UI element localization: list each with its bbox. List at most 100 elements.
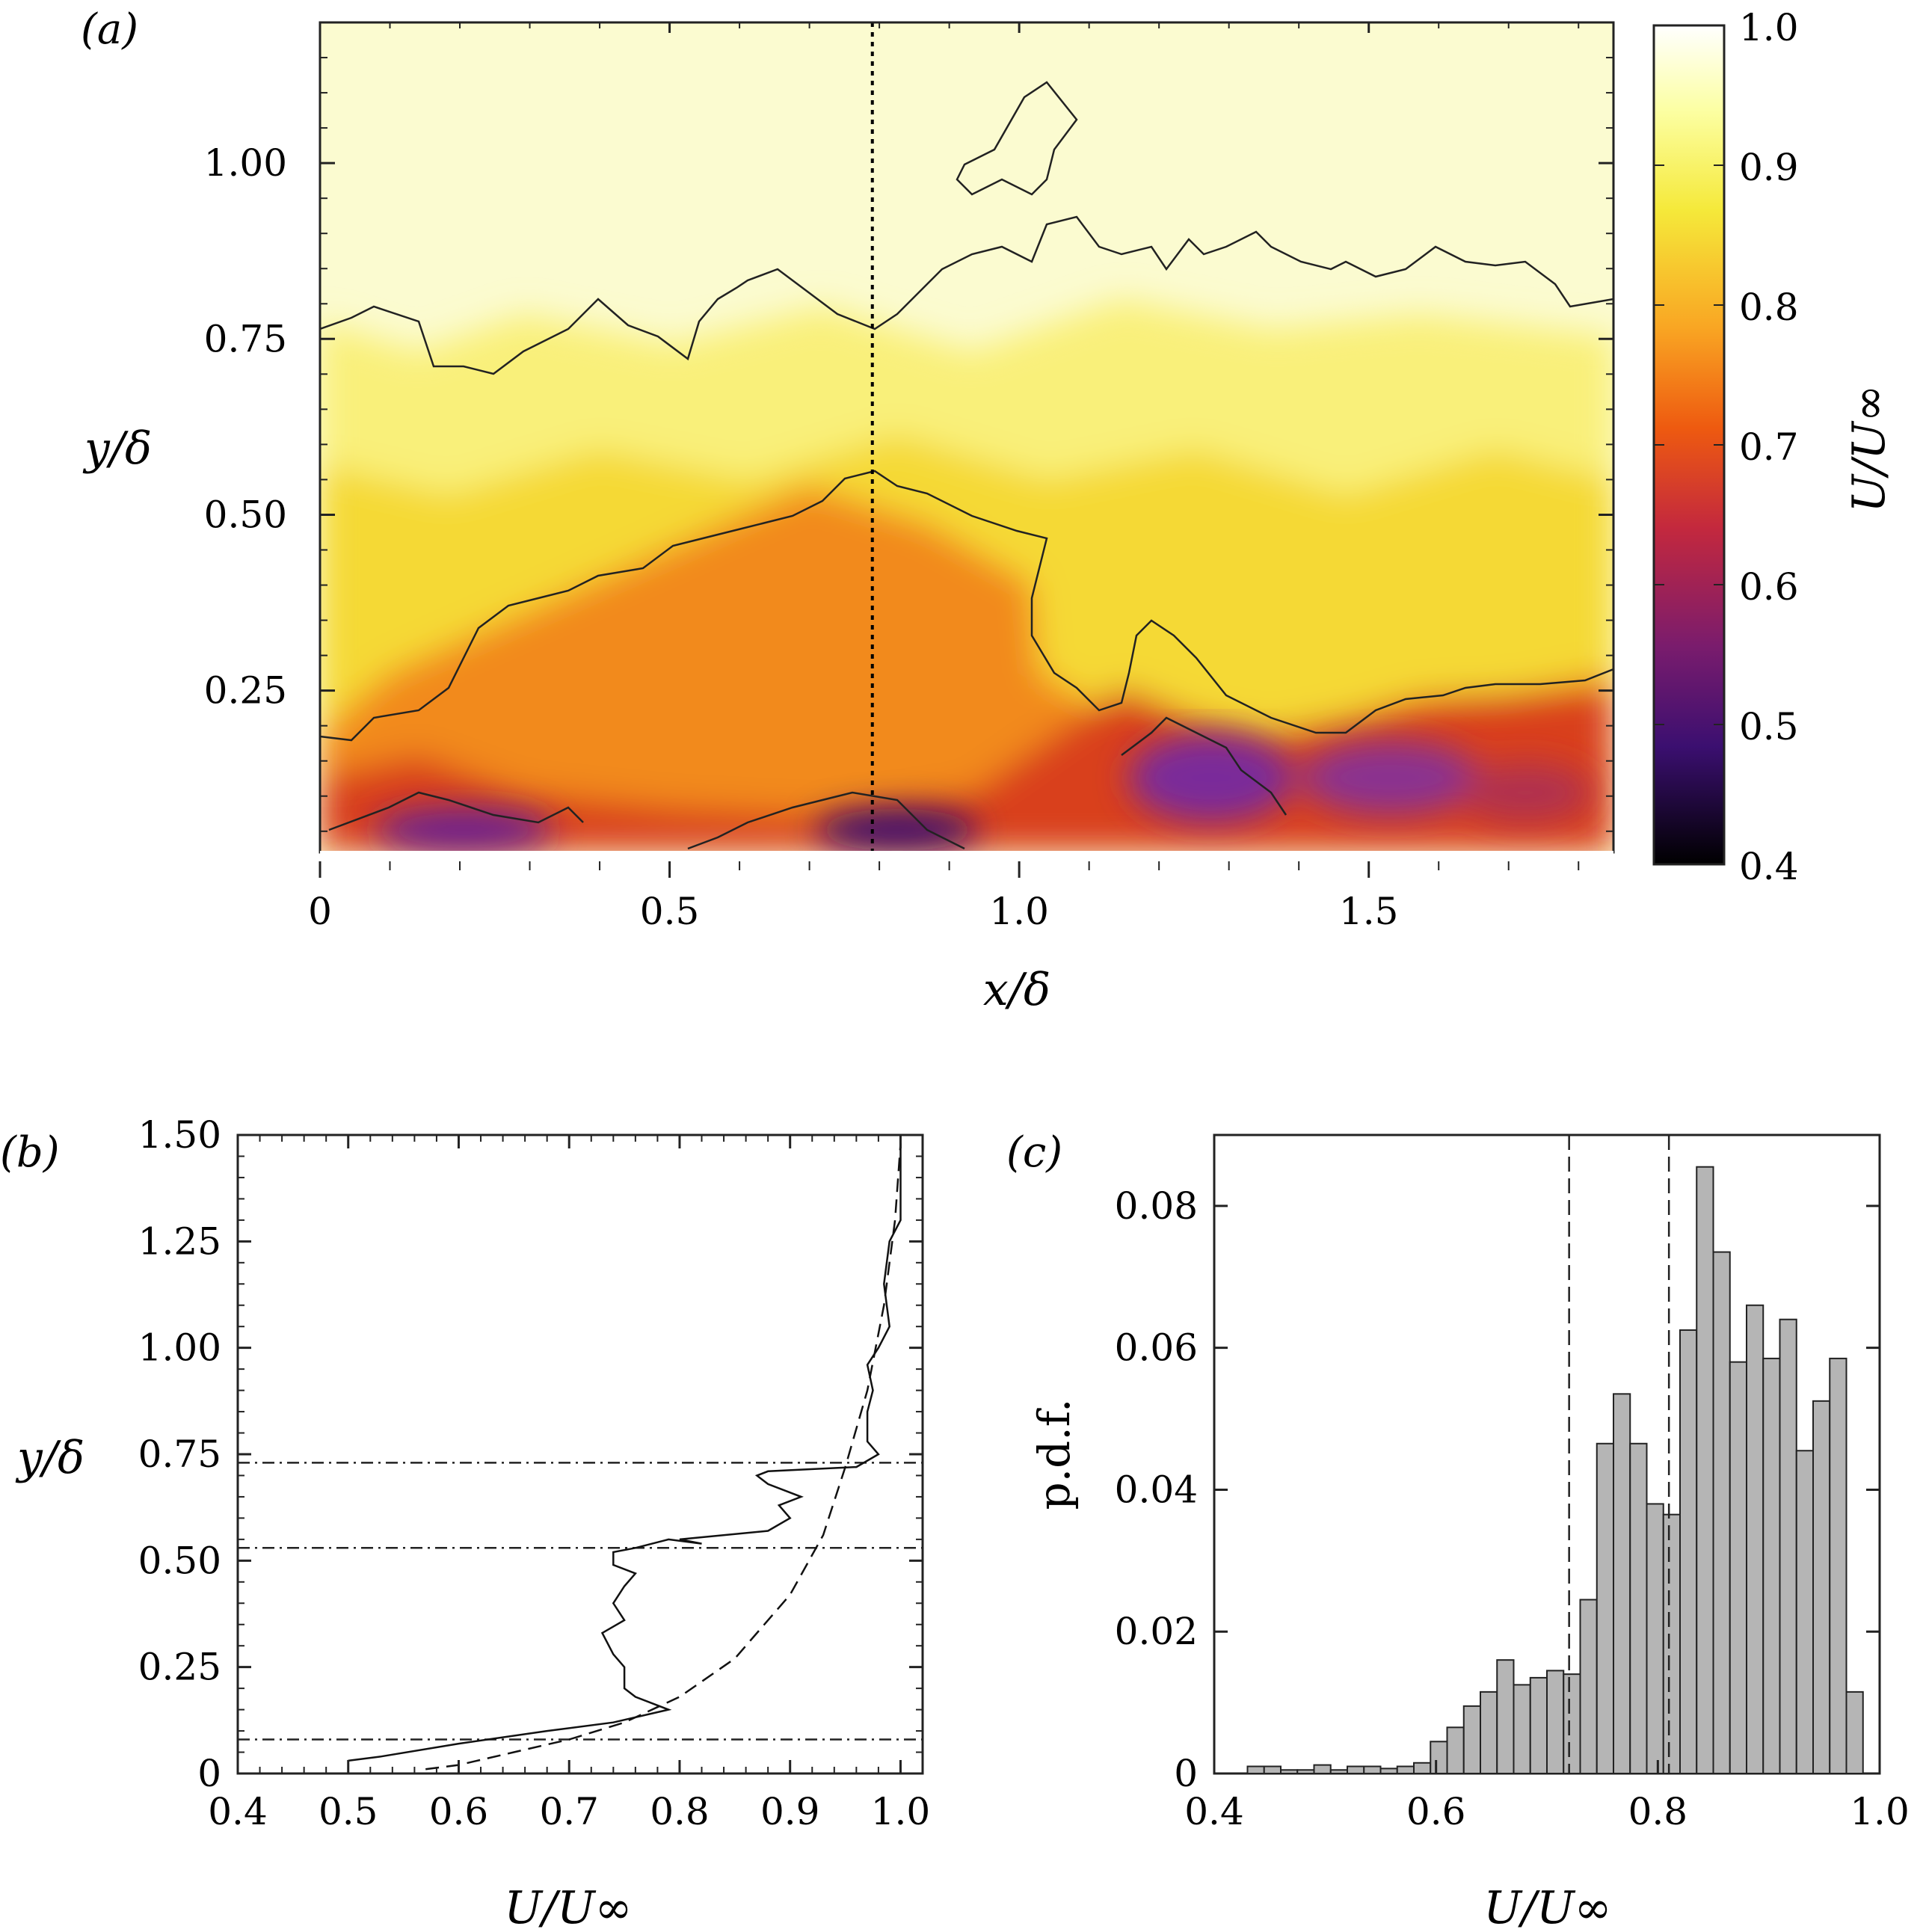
- x-axis-label: U/U∞: [504, 1882, 632, 1932]
- contour-line: [320, 215, 1613, 375]
- panel-c-label: (c): [1006, 1128, 1062, 1177]
- x-tick-label: 1.0: [989, 890, 1049, 933]
- histogram-bar: [1812, 1400, 1831, 1775]
- colorbar-tick-label: 0.9: [1739, 146, 1799, 189]
- y-tick-label: 0: [1174, 1752, 1198, 1795]
- histogram-bar: [1280, 1769, 1299, 1775]
- panel-a-ticks: 0 0.5 1.0 1.5 0.25 0.50 0.75 1.00: [204, 22, 1613, 933]
- panel-c-ticks: 0.4 0.6 0.8 1.0 0 0.02 0.04 0.06 0.08: [1115, 1184, 1910, 1833]
- y-axis-label: y/δ: [82, 422, 152, 475]
- y-tick-label: 0.50: [204, 493, 287, 536]
- panel-a-label: (a): [81, 5, 138, 54]
- x-tick-label: 1.0: [871, 1790, 931, 1833]
- colorbar-tick-label: 0.4: [1739, 845, 1799, 888]
- colorbar-tick-label: 0.6: [1739, 565, 1799, 609]
- histogram-bar: [1646, 1503, 1664, 1775]
- colorbar-tick-label: 0.8: [1739, 286, 1799, 329]
- x-tick-label: 0.5: [319, 1790, 378, 1833]
- x-tick-label: 0.9: [760, 1790, 820, 1833]
- y-tick-label: 0.75: [204, 317, 287, 360]
- histogram-bar: [1347, 1765, 1365, 1775]
- x-tick-label: 0.6: [429, 1790, 489, 1833]
- histogram-bar: [1712, 1251, 1731, 1774]
- x-tick-label: 1.0: [1850, 1790, 1910, 1833]
- colorbar-tick-label: 0.5: [1739, 705, 1799, 748]
- histogram-bar: [1762, 1357, 1781, 1774]
- velocity-heatmap: [320, 22, 1613, 852]
- low-speed-patch: [815, 809, 979, 851]
- y-tick-label: 1.25: [138, 1219, 221, 1263]
- y-tick-label: 0.02: [1115, 1610, 1198, 1653]
- x-tick-label: 0.6: [1406, 1790, 1466, 1833]
- histogram-bar: [1729, 1361, 1747, 1774]
- colorbar-ticks: 0.4 0.5 0.6 0.7 0.8 0.9 1.0: [1654, 6, 1799, 888]
- histogram-bar: [1563, 1673, 1581, 1774]
- x-tick-label: 0.7: [539, 1790, 599, 1833]
- contour-line: [1121, 716, 1287, 816]
- histogram-bar: [1396, 1765, 1415, 1775]
- histogram-bar: [1529, 1676, 1548, 1774]
- y-tick-label: 0.50: [138, 1539, 221, 1582]
- histogram-bar: [1746, 1304, 1765, 1774]
- panel-b-ticks: 0.4 0.5 0.6 0.7 0.8 0.9 1.000.250.500.751.001.…: [138, 1113, 931, 1833]
- x-tick-label: 0.5: [640, 890, 700, 933]
- x-tick-label: 0: [308, 890, 332, 933]
- panel-b-label: (b): [0, 1128, 60, 1177]
- y-tick-label: 0: [197, 1752, 221, 1795]
- y-tick-label: 0.25: [204, 669, 287, 713]
- histogram-bar: [1246, 1765, 1265, 1775]
- y-tick-label: 0.75: [138, 1433, 221, 1476]
- histogram-bar: [1363, 1765, 1382, 1775]
- panel-b-frame: [236, 1133, 924, 1775]
- colorbar-gradient: [1652, 24, 1726, 866]
- panel-a: (a): [81, 5, 1895, 1016]
- y-axis-label: y/δ: [15, 1432, 84, 1484]
- panel-c: (c) 0.4 0.6 0.8 1.0 0 0.02 0.04 0.06 0.08 U/U∞ p…: [1006, 1128, 1910, 1932]
- histogram-bar: [1679, 1329, 1698, 1774]
- heatmap-wall-layer: [320, 688, 1613, 852]
- contour-line: [687, 791, 965, 850]
- y-tick-label: 1.50: [138, 1113, 221, 1157]
- model-profile-line: [425, 1143, 902, 1771]
- colorbar-label: U/U∞: [1843, 384, 1895, 512]
- histogram-bar: [1696, 1166, 1714, 1774]
- y-tick-label: 0.25: [138, 1646, 221, 1689]
- x-tick-label: 0.4: [1184, 1790, 1244, 1833]
- wall-strip: [320, 851, 1613, 857]
- measured-profile-line: [348, 1143, 902, 1762]
- histogram-bar: [1496, 1659, 1515, 1774]
- histogram-bar: [1379, 1768, 1398, 1774]
- histogram-bar: [1413, 1762, 1432, 1774]
- histogram-bar: [1263, 1765, 1282, 1775]
- y-tick-label: 0.08: [1115, 1184, 1198, 1228]
- contour-line: [328, 791, 584, 831]
- histogram-bar: [1662, 1513, 1681, 1774]
- histogram-bar: [1629, 1442, 1648, 1775]
- histogram-bar: [1313, 1764, 1332, 1774]
- histogram-bar: [1779, 1318, 1797, 1774]
- low-speed-patch: [374, 807, 553, 852]
- histogram-bar: [1546, 1670, 1565, 1775]
- y-tick-label: 0.04: [1115, 1468, 1198, 1511]
- colorbar: 0.4 0.5 0.6 0.7 0.8 0.9 1.0 U/U∞: [1652, 6, 1895, 888]
- colorbar-tick-label: 1.0: [1739, 6, 1799, 49]
- contour-line: [320, 470, 1613, 742]
- low-speed-patch: [1458, 763, 1593, 822]
- colorbar-tick-label: 0.7: [1739, 425, 1799, 469]
- y-tick-label: 1.00: [138, 1326, 221, 1370]
- histogram-bar: [1446, 1726, 1465, 1775]
- histogram-bar: [1480, 1690, 1498, 1774]
- panel-c-plot: [1246, 1135, 1864, 1775]
- y-axis-label: p.d.f.: [1029, 1399, 1080, 1510]
- low-speed-patch: [1301, 740, 1480, 815]
- histogram-bar: [1596, 1442, 1614, 1775]
- x-axis-label: U/U∞: [1483, 1882, 1611, 1932]
- x-axis-label: x/δ: [983, 964, 1050, 1016]
- histogram-bar: [1579, 1599, 1598, 1774]
- panel-b: (b) 0.4 0.5 0.6 0.7 0.8 0.9 1.000.250.500.751.…: [0, 1113, 930, 1932]
- contour-line: [956, 81, 1078, 196]
- x-tick-label: 0.4: [208, 1790, 268, 1833]
- histogram-bar: [1613, 1393, 1631, 1775]
- histogram-bar: [1513, 1684, 1531, 1775]
